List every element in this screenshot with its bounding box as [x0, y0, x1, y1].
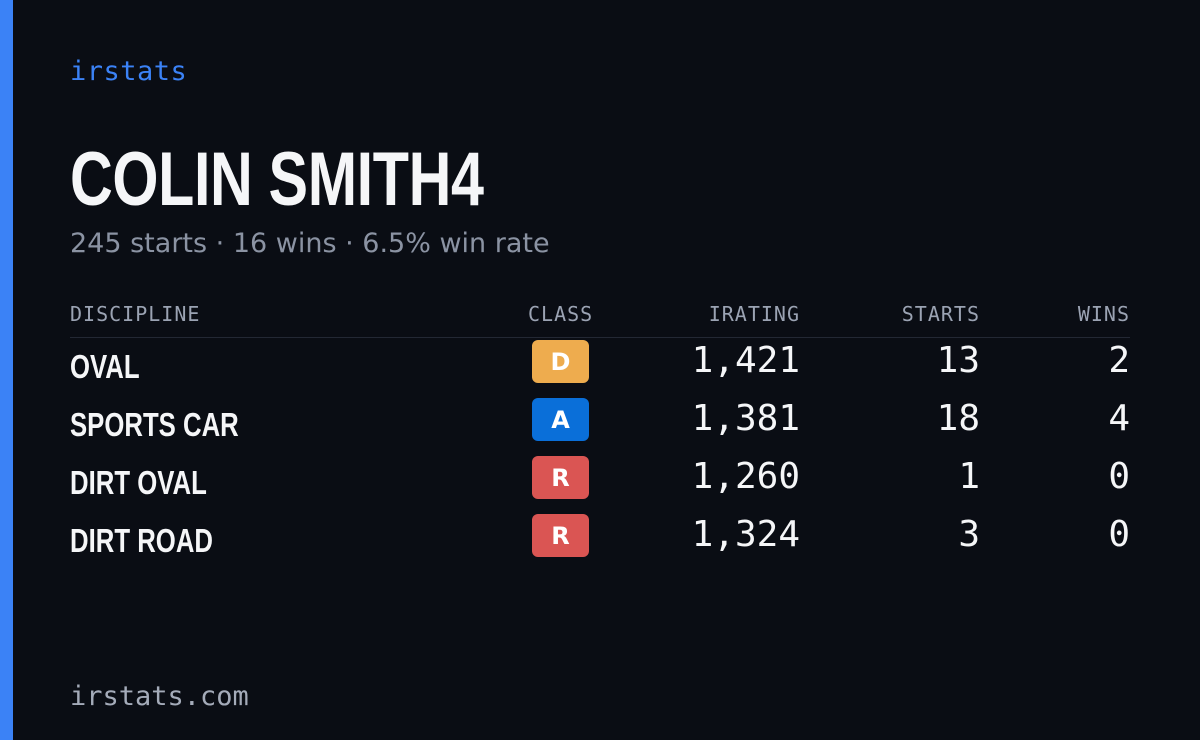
discipline-name: SPORTS CAR [70, 406, 239, 443]
table-row: DIRT ROAD R 1,324 3 0 [70, 512, 1130, 570]
stats-table: DISCIPLINE CLASS IRATING STARTS WINS OVA… [70, 296, 1130, 570]
irating-value: 1,324 [691, 514, 800, 555]
class-badge: R [532, 514, 589, 557]
driver-name: COLIN SMITH4 [70, 137, 484, 222]
class-badge: A [532, 398, 589, 441]
driver-summary: 245 starts · 16 wins · 6.5% win rate [70, 228, 550, 259]
starts-value: 3 [958, 514, 980, 555]
starts-value: 13 [936, 340, 980, 381]
accent-bar [0, 0, 13, 740]
table-header: DISCIPLINE CLASS IRATING STARTS WINS [70, 296, 1130, 338]
table-row: SPORTS CAR A 1,381 18 4 [70, 396, 1130, 454]
starts-value: 1 [958, 456, 980, 497]
wins-value: 4 [1108, 398, 1130, 439]
wins-value: 0 [1108, 456, 1130, 497]
discipline-name: OVAL [70, 348, 140, 385]
header-discipline: DISCIPLINE [70, 302, 201, 326]
footer-url[interactable]: irstats.com [70, 681, 249, 712]
header-class: CLASS [528, 302, 594, 326]
class-badge: D [532, 340, 589, 383]
wins-value: 0 [1108, 514, 1130, 555]
header-irating: IRATING [708, 302, 800, 326]
discipline-name: DIRT OVAL [70, 464, 207, 501]
brand-logo: irstats [70, 56, 188, 87]
irating-value: 1,381 [691, 398, 800, 439]
irating-value: 1,260 [691, 456, 800, 497]
discipline-name: DIRT ROAD [70, 522, 213, 559]
class-badge: R [532, 456, 589, 499]
wins-value: 2 [1108, 340, 1130, 381]
starts-value: 18 [936, 398, 980, 439]
header-starts: STARTS [901, 302, 980, 326]
header-wins: WINS [1077, 302, 1130, 326]
irating-value: 1,421 [691, 340, 800, 381]
table-row: DIRT OVAL R 1,260 1 0 [70, 454, 1130, 512]
table-row: OVAL D 1,421 13 2 [70, 338, 1130, 396]
